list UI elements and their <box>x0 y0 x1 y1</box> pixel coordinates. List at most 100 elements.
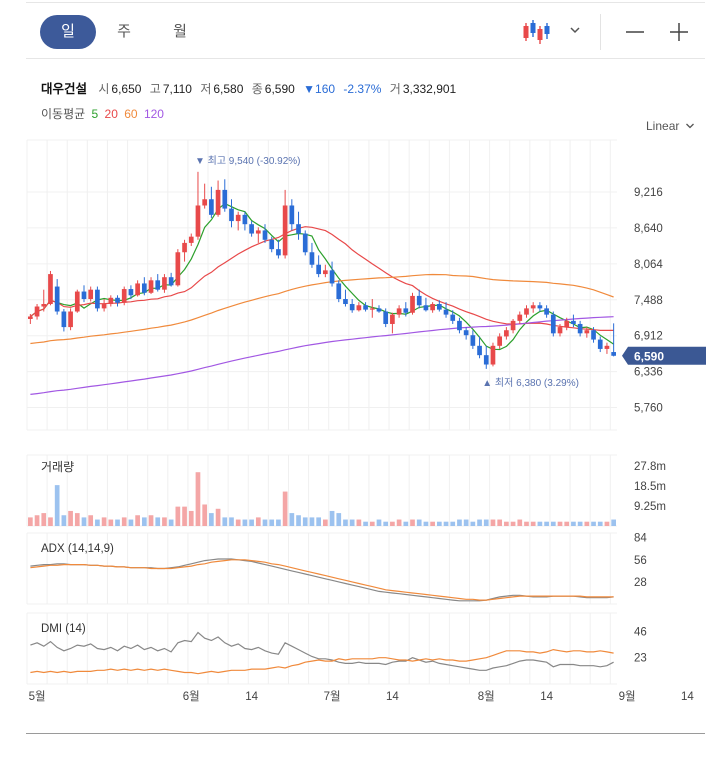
candle-body <box>329 270 335 284</box>
candle-body <box>604 345 610 349</box>
volume-bar <box>329 510 335 526</box>
volume-label: 거 <box>389 82 401 96</box>
volume-bar <box>323 519 328 526</box>
candlestick-icon[interactable] <box>520 17 550 47</box>
volume-bar <box>477 519 482 526</box>
volume-bar <box>611 519 616 526</box>
candle-body <box>571 320 576 324</box>
candle-body <box>383 311 389 324</box>
volume-bar <box>343 519 348 526</box>
candle <box>28 314 33 324</box>
minus-icon[interactable] <box>623 20 647 44</box>
candle <box>323 264 328 278</box>
candle-body <box>289 205 295 225</box>
candle <box>550 311 556 337</box>
ma-20[interactable]: 20 <box>104 107 118 121</box>
candle <box>436 300 442 312</box>
candle-body <box>128 289 134 296</box>
price-tick-label: 7,488 <box>634 295 663 307</box>
price-tick-label: 9,216 <box>634 187 663 199</box>
volume-bar <box>215 508 221 526</box>
candle-body <box>162 277 167 290</box>
candle <box>443 302 449 318</box>
ma-120[interactable]: 120 <box>143 107 164 121</box>
plus-icon[interactable] <box>667 20 691 44</box>
volume-bar <box>302 517 308 526</box>
candle <box>276 239 281 259</box>
volume-bar <box>517 519 523 526</box>
candle-body <box>88 289 94 300</box>
candle-body <box>115 297 120 303</box>
candle-body <box>309 252 315 265</box>
candle <box>115 295 120 307</box>
tab-monthly[interactable]: 월 <box>173 23 187 40</box>
candle-body <box>537 305 543 309</box>
volume-bar <box>148 515 154 526</box>
candle-body <box>544 308 549 315</box>
candle <box>48 270 53 306</box>
tab-weekly[interactable]: 주 <box>117 23 131 40</box>
candle <box>383 308 389 328</box>
candle <box>74 289 80 313</box>
ma-60-line <box>30 273 614 345</box>
candle <box>463 327 469 340</box>
candle-body <box>249 224 254 234</box>
candle <box>168 272 174 287</box>
volume-bar <box>390 521 395 526</box>
candle <box>343 289 348 307</box>
candle <box>262 224 268 243</box>
scale-selector[interactable]: Linear <box>646 119 695 133</box>
candle-body <box>48 274 53 305</box>
candle <box>141 277 147 296</box>
candle-body <box>229 208 234 222</box>
tab-daily[interactable]: 일 <box>40 15 96 49</box>
candle <box>182 239 187 262</box>
ma-60[interactable]: 60 <box>124 107 138 121</box>
candle-body <box>597 339 603 349</box>
candle-body <box>323 270 328 275</box>
adx-tick-label: 56 <box>634 555 647 567</box>
dmi-minus-line <box>30 631 614 671</box>
volume-bar <box>530 521 536 526</box>
x-axis-label: 14 <box>681 691 694 703</box>
candle <box>544 305 549 318</box>
adx-tick-label: 28 <box>634 577 647 589</box>
volume-bar <box>336 513 342 526</box>
candle-body <box>195 205 201 237</box>
volume-bar <box>416 519 422 526</box>
chevron-down-icon[interactable] <box>568 23 582 37</box>
volume-bar <box>255 517 261 526</box>
volume-bar <box>202 504 208 526</box>
candle <box>356 302 362 312</box>
candle <box>309 242 315 268</box>
candle <box>396 305 402 318</box>
candle <box>490 342 496 367</box>
price-tick-label: 8,640 <box>634 223 663 235</box>
candle <box>483 345 489 369</box>
candle <box>302 230 308 256</box>
candle-body <box>369 308 375 310</box>
candle-body <box>564 320 570 328</box>
candle-body <box>477 345 482 356</box>
volume-bar <box>242 519 248 526</box>
candle <box>336 280 342 303</box>
last-price-tag <box>622 346 706 365</box>
stock-name: 대우건설 <box>41 82 88 96</box>
ma-5[interactable]: 5 <box>91 107 99 121</box>
candle-body <box>524 308 529 315</box>
volume-bar <box>591 521 596 526</box>
volume-bar <box>128 519 134 526</box>
volume-bar <box>436 521 442 526</box>
candle <box>597 336 603 353</box>
x-axis-label: 5월 <box>29 690 46 703</box>
dmi-tick-label: 46 <box>634 626 647 638</box>
candle-body <box>302 233 308 253</box>
candle-body <box>483 355 489 365</box>
candle-body <box>591 330 596 340</box>
candle-body <box>463 330 469 336</box>
candle <box>457 317 462 334</box>
candle <box>215 180 221 217</box>
candle-body <box>530 305 536 309</box>
ma-5-line <box>30 202 614 351</box>
